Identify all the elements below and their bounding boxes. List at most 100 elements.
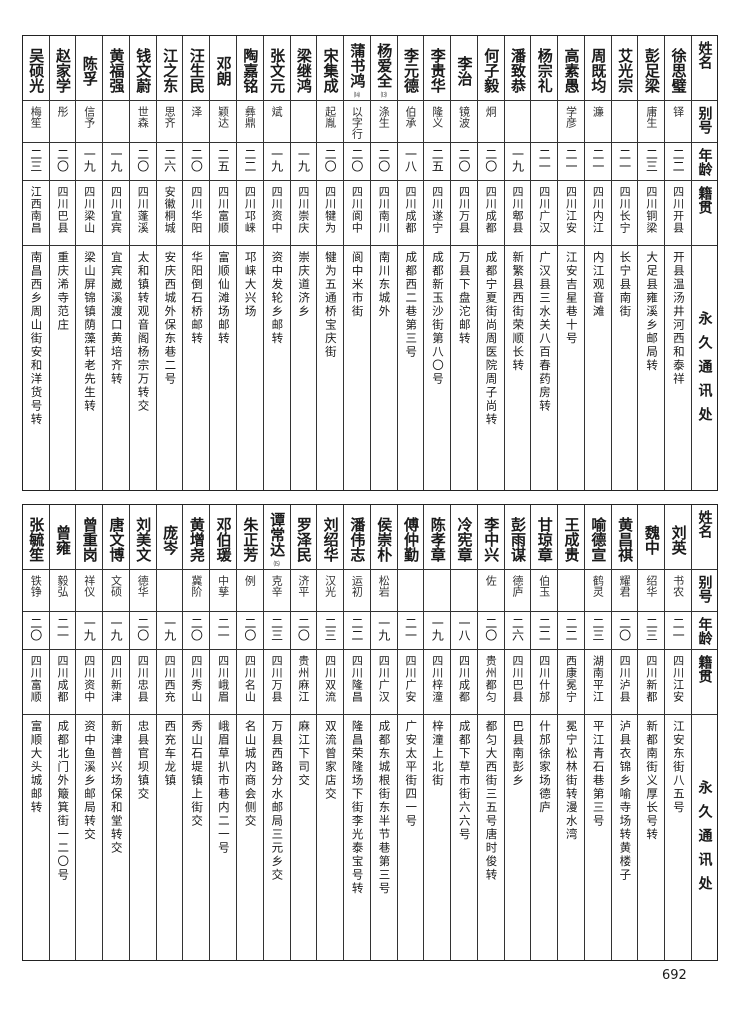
origin-text: 四川成都 [56,655,69,703]
origin-text: 四川广汉 [377,655,391,703]
person-record: 李中兴佐二〇 贵州都匀 都匀大西街三五号唐时俊转 [476,505,504,960]
address-cell: 峨眉草扒市巷内二一号 [210,715,236,960]
address-text: 开县温汤井河西和泰祥 [671,251,686,386]
address-cell: 邛崃大兴场 [237,246,263,490]
person-record: 谭常达 ⒂ 克辛 二三 四川万县 万县西路分水邮局三元乡交 [262,505,290,960]
origin-text: 四川梁山 [82,186,96,234]
name-text: 刘绍华 [321,517,340,562]
address-text: 内江观音滩 [591,251,606,319]
address-cell: 富顺大头城邮转 [23,715,49,960]
origin-text: 四川新都 [644,655,658,703]
alias-cell [531,101,558,143]
address-text: 犍为五通桥宝庆街 [323,251,338,359]
alias-text: 冀阶 [189,575,203,597]
age-cell: 二六 [504,612,531,650]
origin-cell: 安徽桐城 [156,181,183,246]
alias-cell: 信予 [76,101,103,143]
origin-cell: 四川江安 [558,181,584,246]
name-text: 张文元 [268,48,287,93]
person-record: 江之东 思齐 二六 安徽桐城 安庆西城外保东巷二号 [155,36,183,490]
name-text: 江之东 [161,48,180,93]
name-cell: 李贵华 [424,36,451,101]
address-cell: 忠县官坝镇交 [130,715,156,960]
origin-cell: 四川蓬溪 [129,181,156,246]
age-cell: 二六 [156,143,183,181]
origin-cell: 贵州都匀 [477,650,504,715]
address-cell: 江安吉星巷十号 [558,246,584,490]
age-cell: 二一 [531,143,558,181]
name-text: 徐思璧 [669,48,688,93]
header-label: 年龄 [696,148,713,176]
name-cell: 梁继鸿 [290,36,317,101]
alias-text: 伯玉 [537,575,551,597]
alias-cell: 鹤灵 [584,570,611,612]
age-cell: 二一 [584,143,611,181]
address-cell: 什邡徐家场德庐 [531,715,557,960]
alias-cell: 涤生 [370,101,397,143]
alias-cell: 隆义 [424,101,451,143]
origin-text: 四川成都 [457,655,471,703]
alias-cell: 庸生 [638,101,665,143]
name-cell: 罗泽民 [290,505,317,570]
alias-cell: 思齐 [156,101,183,143]
origin-text: 四川富顺 [216,186,230,234]
origin-cell: 四川成都 [451,650,477,715]
alias-cell: 克辛 [263,570,290,612]
address-text: 新津普兴场保和堂转交 [109,720,124,855]
name-cell: 彭雨谋 [504,505,531,570]
person-record: 魏中 绍华 二三 四川新都 新都南街义厚长号转 [637,505,665,960]
origin-text: 四川峨眉 [216,655,230,703]
name-text: 杨宗礼 [535,48,554,93]
age-cell: 二五 [424,143,451,181]
age-cell: 一九 [263,143,290,181]
address-cell: 崇庆道济乡 [291,246,317,490]
alias-cell: 松岩 [370,570,397,612]
origin-cell: 四川秀山 [183,650,210,715]
person-record: 傅仲勤 二一 四川广安 广安太平街四一号 [396,505,424,960]
age-cell: 二一 [611,143,638,181]
age-cell: 二〇 [49,143,76,181]
person-record: 陶嘉铭 彝鼎 二二 四川邛崃 邛崃大兴场 [235,36,263,490]
address-cell: 资中发轮乡邮转 [264,246,290,490]
address-cell: 新都南街义厚长号转 [638,715,664,960]
person-record: 张文元斌一九 四川资中 资中发轮乡邮转 [262,36,290,490]
alias-text: 书农 [671,575,685,597]
age-cell: 二三 [263,612,290,650]
origin-text: 四川崇庆 [296,186,310,234]
age-text: 一九 [109,617,124,641]
name-cell: 李中兴 [477,505,504,570]
alias-text: 伯承 [403,106,417,128]
name-text: 汪生民 [187,48,206,93]
page-number: 692 [662,968,687,983]
origin-cell: 四川遂宁 [424,181,451,246]
person-record: 邓朗 颖达 二五 四川富顺 富顺仙滩场邮转 [209,36,236,490]
origin-cell: 四川成都 [397,181,424,246]
alias-text: 梅笙 [29,106,43,128]
address-text: 崇庆道济乡 [297,251,312,319]
person-record: 罗泽民 济平 二〇 贵州麻江 麻江下司交 [289,505,317,960]
person-record: 吴硕光 梅笙 二三 江西南昌 南昌西乡周山街安和洋货号转 [22,36,49,490]
name-text: 赵家学 [54,48,72,93]
alias-cell: 祥仪 [76,570,103,612]
alias-cell: 彝鼎 [236,101,263,143]
address-cell: 太和镇转观音阁杨宗万转交 [130,246,156,490]
origin-cell: 四川成都 [49,650,76,715]
person-record: 汪生民泽二〇 四川华阳 华阳倒石桥邮转 [182,36,210,490]
name-cell: 蒲书鸿 ⒁ [344,36,370,101]
name-text: 杨爱全 [375,42,394,88]
header-age: 年龄 [692,143,717,181]
address-text: 万县西路分水邮局三元乡交 [270,720,285,882]
age-text: 一八 [403,148,418,172]
person-record: 李治 镜波 二〇 四川万县 万县下盘沱邮转 [450,36,477,490]
age-text: 二一 [564,148,579,172]
person-record: 刘美文 德华 二〇 四川忠县 忠县官坝镇交 [128,505,156,960]
header-origin: 籍贯 [692,650,717,715]
name-text: 钱文蔚 [134,48,153,93]
age-cell: 二〇 [451,143,477,181]
origin-cell: 四川名山 [236,650,263,715]
origin-cell: 四川万县 [263,650,290,715]
age-cell: 二〇 [183,612,210,650]
age-cell: 一九 [76,143,103,181]
address-text: 成都西二巷第三号 [404,251,419,359]
origin-text: 贵州都匀 [484,655,498,703]
